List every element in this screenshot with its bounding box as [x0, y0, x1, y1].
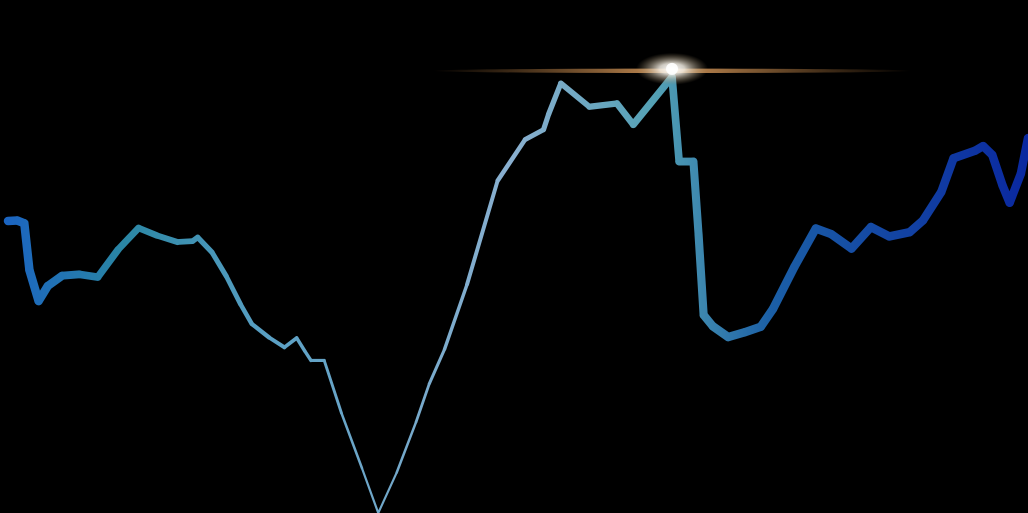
line-segment	[937, 154, 958, 197]
line-segment	[465, 178, 500, 287]
line-segment	[340, 412, 364, 470]
line-segment	[153, 232, 181, 246]
line-segment	[360, 466, 380, 513]
line-segment	[94, 245, 122, 281]
line-segment	[249, 321, 272, 340]
series-line	[3, 72, 1028, 513]
line-segment	[1016, 133, 1028, 178]
line-segment	[427, 347, 447, 386]
line-segment	[689, 157, 703, 239]
line-segment	[495, 137, 528, 183]
line-segment	[135, 224, 161, 239]
line-segment	[694, 229, 708, 320]
line-segment	[238, 301, 255, 327]
line-segment	[267, 335, 287, 350]
line-segment	[988, 150, 1007, 190]
line-segment	[847, 222, 876, 253]
line-segment	[282, 336, 299, 350]
line-segment	[790, 224, 821, 272]
line-segment	[20, 219, 34, 275]
line-segment	[114, 224, 142, 253]
line-segment	[540, 111, 552, 133]
line-segment	[613, 100, 637, 128]
line-segment	[629, 73, 676, 129]
line-segment	[395, 420, 418, 475]
line-segment	[545, 80, 564, 117]
line-segment	[377, 471, 398, 513]
line-segment	[1005, 169, 1026, 207]
line-segment	[195, 234, 215, 256]
line-segment	[918, 187, 946, 225]
line-segment	[668, 72, 683, 166]
flare-core	[666, 62, 679, 75]
line-segment	[557, 80, 593, 110]
line-segment	[768, 262, 799, 314]
line-segment	[209, 249, 229, 279]
line-segment	[223, 273, 243, 307]
line-segment	[414, 382, 431, 424]
line-segment	[442, 282, 469, 351]
line-segment	[303, 349, 313, 363]
line-segment	[294, 336, 307, 353]
line-segment	[522, 127, 546, 143]
line-segment	[322, 358, 343, 415]
line-segment	[586, 100, 621, 110]
highlight-flare	[432, 52, 913, 85]
series-layer	[3, 72, 1028, 513]
